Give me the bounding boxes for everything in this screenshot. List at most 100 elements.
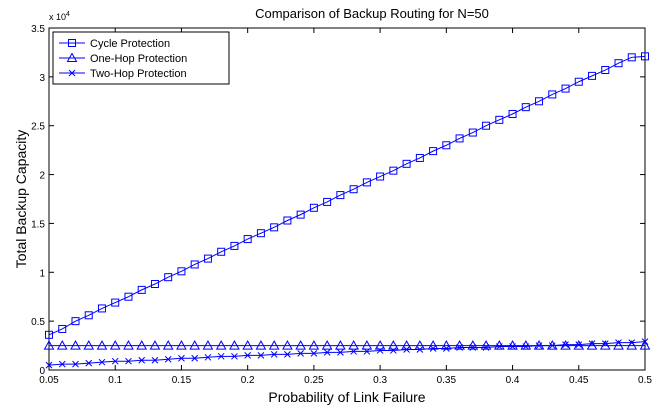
data-point-cycle-protection	[349, 185, 358, 194]
data-point-cycle-protection	[402, 159, 411, 168]
data-point-one-hop-protection	[639, 340, 651, 350]
data-point-two-hop-protection	[350, 348, 357, 355]
data-point-one-hop-protection	[96, 340, 108, 350]
data-point-cycle-protection	[283, 216, 292, 225]
data-point-one-hop-protection	[215, 340, 227, 350]
data-point-two-hop-protection	[628, 339, 636, 346]
data-point-cycle-protection	[71, 317, 80, 326]
data-point-one-hop-protection	[149, 340, 161, 350]
data-point-cycle-protection	[415, 153, 424, 162]
series-layer	[43, 52, 651, 369]
data-point-two-hop-protection	[58, 360, 66, 368]
data-point-cycle-protection	[521, 103, 530, 112]
data-point-cycle-protection	[429, 147, 438, 156]
y-axis-ticks: 0 0.5 1 1.5 2 2.5 3 3.5	[31, 24, 645, 377]
x-tick-label: 0.45	[569, 375, 589, 386]
data-point-cycle-protection	[495, 115, 504, 124]
data-point-one-hop-protection	[229, 340, 240, 350]
data-point-cycle-protection	[45, 330, 53, 339]
data-point-two-hop-protection	[323, 349, 331, 356]
legend-marker	[68, 39, 76, 47]
data-point-two-hop-protection	[390, 347, 397, 354]
legend-item-cycle-protection: Cycle Protection	[59, 38, 170, 50]
data-point-cycle-protection	[217, 247, 226, 256]
legend-label: Cycle Protection	[90, 38, 170, 50]
data-point-cycle-protection	[614, 59, 623, 68]
data-point-two-hop-protection	[45, 361, 53, 369]
y-tick-label: 1.5	[31, 219, 45, 230]
data-point-two-hop-protection	[72, 360, 79, 368]
data-point-cycle-protection	[309, 203, 318, 212]
data-point-two-hop-protection	[469, 344, 477, 351]
data-point-two-hop-protection	[535, 342, 543, 349]
data-point-two-hop-protection	[615, 339, 622, 346]
data-point-cycle-protection	[442, 141, 451, 150]
data-point-two-hop-protection	[98, 358, 106, 366]
data-point-two-hop-protection	[284, 351, 291, 358]
data-point-two-hop-protection	[442, 345, 450, 352]
data-point-cycle-protection	[203, 254, 212, 263]
x-axis-label: Probability of Link Failure	[268, 389, 425, 405]
data-point-two-hop-protection	[482, 344, 490, 351]
data-point-two-hop-protection	[217, 352, 225, 360]
data-point-two-hop-protection	[495, 343, 503, 350]
data-point-one-hop-protection	[83, 340, 95, 350]
data-point-one-hop-protection	[361, 340, 373, 350]
data-point-cycle-protection	[243, 235, 252, 244]
data-point-cycle-protection	[230, 241, 239, 250]
y-axis-label: Total Backup Capacity	[13, 130, 29, 269]
data-point-cycle-protection	[588, 71, 597, 80]
x-axis-ticks: 0.05 0.1 0.15 0.2 0.25 0.3 0.35 0.4 0.45 0.5	[39, 28, 652, 386]
data-point-cycle-protection	[97, 304, 106, 313]
series-cycle-protection	[45, 52, 649, 339]
legend-marker	[68, 69, 76, 77]
data-point-two-hop-protection	[363, 348, 371, 355]
legend-label: Two-Hop Protection	[90, 68, 187, 80]
data-point-cycle-protection	[362, 178, 371, 187]
data-point-cycle-protection	[468, 128, 477, 137]
data-point-cycle-protection	[190, 260, 199, 269]
data-point-one-hop-protection	[348, 340, 359, 350]
legend-label: One-Hop Protection	[90, 53, 187, 65]
series-two-hop-protection	[45, 338, 649, 369]
legend: Cycle Protection One-Hop Protection Two-Ho…	[52, 31, 230, 85]
data-point-two-hop-protection	[310, 350, 318, 357]
data-point-two-hop-protection	[562, 341, 569, 348]
data-point-two-hop-protection	[601, 340, 609, 347]
data-point-one-hop-protection	[335, 340, 346, 350]
x-tick-label: 0.1	[108, 375, 122, 386]
data-point-one-hop-protection	[586, 340, 598, 350]
data-point-cycle-protection	[389, 166, 398, 175]
data-point-two-hop-protection	[111, 357, 119, 365]
data-point-cycle-protection	[627, 53, 636, 62]
data-point-cycle-protection	[58, 324, 67, 333]
data-point-cycle-protection	[256, 229, 265, 238]
data-point-one-hop-protection	[507, 340, 518, 350]
x-tick-label: 0.5	[638, 375, 652, 386]
data-point-one-hop-protection	[202, 340, 214, 350]
x-tick-label: 0.2	[241, 375, 255, 386]
data-point-two-hop-protection	[138, 356, 146, 364]
data-point-two-hop-protection	[548, 342, 556, 349]
y-tick-label: 2	[39, 171, 45, 182]
data-point-two-hop-protection	[416, 346, 424, 353]
y-tick-label: 0	[39, 366, 45, 377]
data-point-cycle-protection	[641, 52, 649, 61]
data-point-cycle-protection	[177, 267, 186, 276]
data-point-two-hop-protection	[164, 355, 172, 363]
data-point-one-hop-protection	[388, 340, 399, 350]
y-axis-exponent: x 104	[49, 11, 70, 22]
data-point-two-hop-protection	[376, 347, 384, 354]
data-point-cycle-protection	[150, 280, 159, 289]
y-tick-label: 1	[39, 268, 45, 279]
y-tick-label: 0.5	[31, 317, 45, 328]
y-tick-label: 3.5	[31, 24, 45, 35]
data-point-two-hop-protection	[575, 341, 583, 348]
data-point-two-hop-protection	[244, 351, 252, 359]
data-point-one-hop-protection	[242, 340, 254, 350]
data-point-one-hop-protection	[70, 340, 81, 350]
data-point-one-hop-protection	[189, 340, 201, 350]
data-point-cycle-protection	[508, 109, 517, 118]
data-point-one-hop-protection	[493, 340, 505, 350]
data-point-cycle-protection	[548, 90, 557, 99]
